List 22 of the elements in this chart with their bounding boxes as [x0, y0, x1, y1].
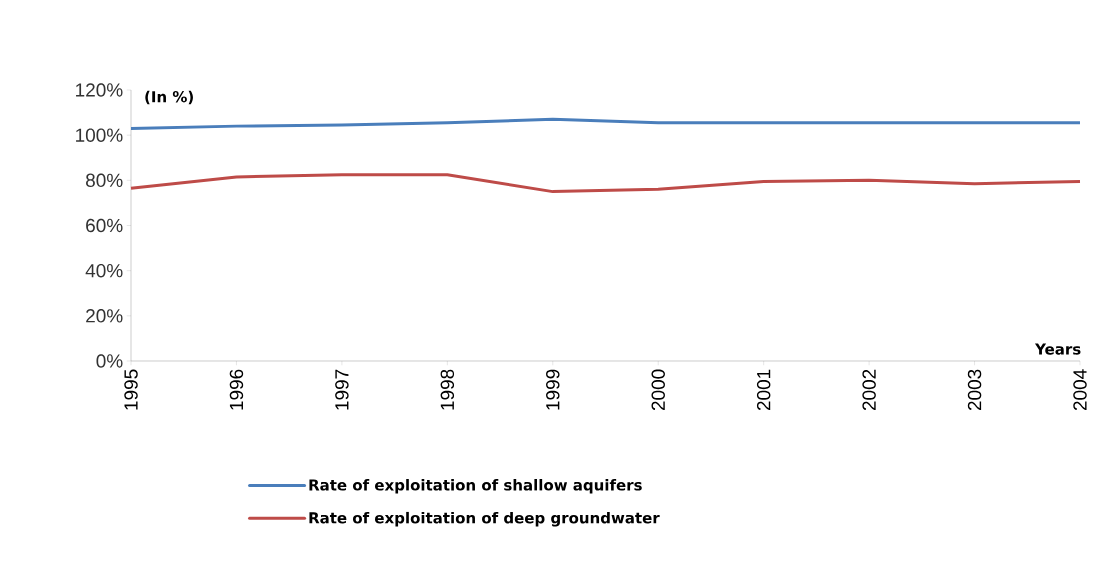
x-tick-label: 2001 [756, 369, 771, 411]
x-tick-label: 2004 [1073, 369, 1087, 411]
y-tick-label: 120% [76, 83, 123, 97]
x-tick-label: 1995 [124, 369, 138, 410]
x-tick-label: 2000 [651, 369, 665, 411]
y-tick-label: 100% [76, 128, 123, 142]
x-tick-label: 2002 [862, 369, 876, 411]
x-axis-title: Years [1034, 343, 1081, 355]
x-tick-label: 2003 [967, 369, 982, 411]
y-tick-label: 80% [86, 173, 123, 188]
legend-label: Rate of exploitation of shallow aquifers [309, 479, 642, 494]
y-tick-label: 20% [86, 309, 123, 323]
y-tick-label: 60% [86, 218, 123, 233]
y-axis-title: (In %) [145, 90, 193, 105]
y-tick-label: 40% [85, 263, 123, 278]
y-tick-label: 0% [96, 354, 123, 368]
x-tick-label: 1997 [335, 369, 349, 410]
x-tick-label: 1998 [440, 369, 455, 410]
line-series [129, 173, 1082, 194]
legend-label: Rate of exploitation of deep groundwater [309, 511, 660, 527]
x-tick-label: 1999 [546, 369, 560, 410]
x-tick-label: 1996 [229, 369, 244, 410]
